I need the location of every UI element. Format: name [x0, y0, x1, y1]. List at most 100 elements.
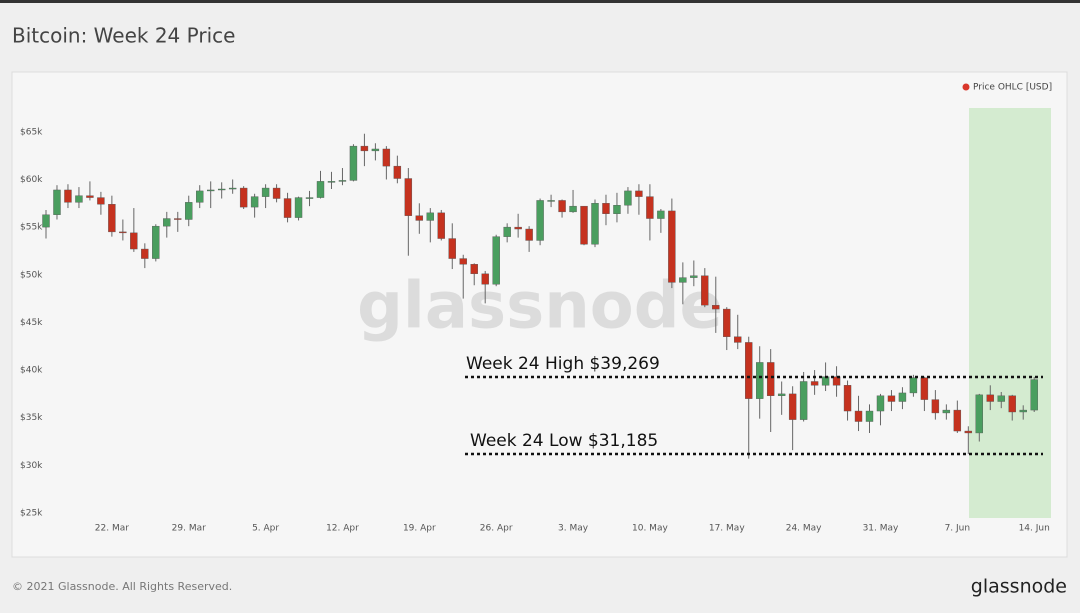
x-tick-label: 14. Jun: [1019, 524, 1050, 534]
candle-body: [327, 181, 336, 183]
candle-body: [437, 212, 445, 239]
candle-body: [887, 395, 896, 402]
legend-marker: [962, 83, 970, 91]
y-tick-label: $60k: [20, 175, 43, 185]
chart-title: Bitcoin: Week 24 Price: [12, 24, 235, 48]
candle-body: [668, 210, 676, 283]
candle-body: [481, 273, 489, 285]
candle-body: [196, 190, 204, 203]
candle-body: [843, 385, 852, 412]
candle-body: [141, 248, 149, 259]
candle-body: [1030, 379, 1038, 411]
candle-body: [228, 187, 237, 190]
candle-body: [1019, 409, 1027, 413]
chart-panel: [11, 71, 1068, 558]
candle-body: [1008, 395, 1016, 413]
y-tick-label: $25k: [20, 509, 43, 519]
candle-body: [646, 196, 654, 219]
candle-body: [64, 189, 72, 203]
candle-body: [558, 200, 566, 213]
x-tick-label: 29. Mar: [172, 524, 206, 534]
candle-body: [591, 203, 599, 245]
candle-body: [404, 178, 413, 216]
candle-body: [294, 197, 303, 218]
y-tick-label: $65k: [20, 127, 43, 137]
x-tick-label: 3. May: [558, 524, 589, 534]
candle-body: [876, 395, 885, 412]
candle-body: [108, 204, 116, 233]
candle-body: [250, 196, 259, 208]
copyright: © 2021 Glassnode. All Rights Reserved.: [12, 580, 232, 593]
candle-body: [97, 197, 105, 205]
logo: glassnode: [971, 576, 1067, 598]
candle-body: [865, 410, 874, 422]
candle-body: [305, 197, 314, 199]
candle-body: [217, 188, 226, 191]
candle-body: [832, 376, 841, 386]
candle-body: [766, 362, 775, 396]
candle-body: [580, 205, 588, 245]
candle-body: [756, 362, 764, 399]
candle-body: [503, 226, 511, 237]
x-tick-label: 31. May: [863, 524, 899, 534]
watermark: glassnode: [357, 270, 723, 344]
candle-body: [283, 198, 292, 218]
x-tick-label: 22. Mar: [95, 524, 129, 534]
candle-body: [470, 264, 478, 275]
candle-body: [338, 180, 347, 182]
candle-body: [393, 165, 402, 179]
candle-body: [152, 225, 160, 259]
candle-body: [86, 195, 94, 198]
candle-body: [964, 430, 973, 434]
candle-body: [997, 395, 1005, 402]
candle-body: [799, 381, 808, 420]
x-tick-label: 17. May: [709, 524, 745, 534]
y-tick-label: $40k: [20, 366, 43, 376]
x-tick-label: 12. Apr: [326, 524, 359, 534]
candle-body: [514, 226, 522, 230]
x-tick-label: 26. Apr: [480, 524, 513, 534]
candle-body: [272, 187, 281, 199]
y-tick-label: $30k: [20, 461, 43, 471]
candle-body: [777, 393, 786, 396]
candle-body: [613, 204, 621, 214]
candle-body: [975, 394, 983, 434]
x-tick-label: 19. Apr: [403, 524, 436, 534]
y-tick-label: $50k: [20, 270, 43, 280]
candle-body: [206, 189, 215, 192]
week-highlight: [969, 108, 1051, 518]
candle-body: [75, 195, 83, 203]
candle-body: [547, 200, 555, 202]
candle-body: [261, 187, 270, 197]
candle-body: [382, 148, 391, 167]
candle-body: [119, 231, 127, 234]
candle-body: [130, 232, 138, 250]
candle-body: [239, 187, 248, 208]
y-tick-label: $55k: [20, 223, 43, 233]
candle-body: [569, 205, 577, 213]
candle-body: [854, 410, 863, 422]
candle-body: [602, 203, 610, 214]
candle-body: [492, 236, 500, 285]
candle-body: [734, 336, 742, 343]
candle-body: [448, 238, 456, 259]
candle-body: [701, 275, 709, 306]
candle-body: [657, 210, 665, 219]
candle-body: [42, 214, 50, 228]
candle-body: [426, 212, 434, 221]
candle-body: [723, 308, 731, 337]
annotation-label: Week 24 Low $31,185: [470, 431, 658, 451]
candle-body: [53, 189, 61, 215]
candle-body: [349, 145, 358, 181]
candle-body: [371, 148, 380, 152]
candle-body: [679, 277, 687, 283]
candle-body: [360, 145, 369, 152]
candle-body: [635, 190, 643, 197]
candle-body: [185, 202, 193, 220]
y-tick-label: $35k: [20, 413, 43, 423]
candle-body: [810, 381, 819, 386]
candle-body: [536, 200, 544, 241]
candle-body: [690, 275, 698, 278]
